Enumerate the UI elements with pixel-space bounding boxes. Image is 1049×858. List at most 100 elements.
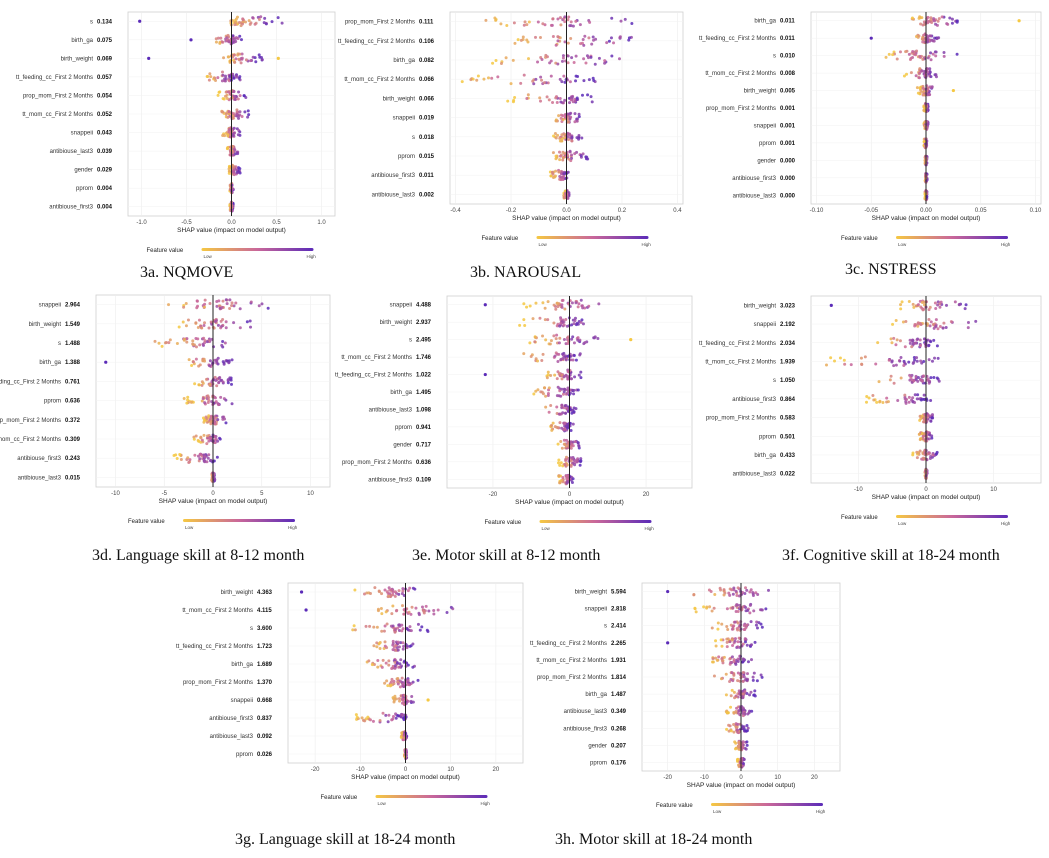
shap-point-3f-8-32 — [935, 450, 939, 454]
shap-point-3g-0-19 — [363, 592, 367, 596]
shap-point-3d-1-35 — [219, 324, 223, 328]
shap-point-3h-9-30 — [737, 747, 741, 751]
shap-point-3b-2-22 — [549, 59, 553, 63]
shap-point-3d-0-13 — [224, 298, 228, 302]
shap-point-3g-4-27 — [393, 664, 397, 668]
shap-point-3h-6-18 — [748, 693, 752, 697]
shap-point-3e-0-14 — [563, 307, 567, 311]
shap-point-3d-7-34 — [194, 434, 198, 438]
shap-point-3h-3-38 — [730, 638, 734, 642]
shap-point-3f-5-16 — [896, 399, 900, 403]
shap-point-3f-5-23 — [911, 400, 915, 404]
shap-point-3f-2-26 — [910, 345, 914, 349]
shap-point-3e-10-38 — [564, 474, 568, 478]
shap-point-3d-4-34 — [218, 376, 222, 380]
shap-point-3b-8-36 — [549, 174, 553, 178]
shap-point-3e-1-7 — [573, 319, 577, 323]
shap-point-3g-7-36 — [355, 715, 359, 719]
shap-point-3b-3-22 — [542, 81, 546, 85]
shap-point-3h-9-14 — [733, 747, 737, 751]
feature-importance-3g-9: 0.026 — [257, 752, 273, 758]
x-axis-label-3a: SHAP value (impact on model output) — [177, 227, 286, 234]
shap-point-3d-8-32 — [203, 460, 207, 464]
shap-point-3d-7-30 — [200, 438, 204, 442]
shap-point-3b-6-37 — [566, 135, 570, 139]
shap-point-3c-2-5 — [934, 54, 938, 58]
shap-point-3a-2-27 — [253, 56, 257, 60]
shap-point-3d-8-9 — [215, 455, 219, 459]
shap-point-3d-5-27 — [230, 402, 234, 406]
shap-point-3e-4-34 — [560, 377, 564, 381]
x-axis-label-3b: SHAP value (impact on model output) — [512, 215, 621, 222]
shap-point-3g-1-5 — [401, 604, 405, 608]
shap-point-3h-1-20 — [725, 607, 729, 611]
shap-point-3c-2-35 — [891, 53, 895, 57]
shap-point-3b-3-3 — [568, 80, 572, 84]
shap-point-3h-1-37 — [705, 606, 709, 610]
shap-point-3h-8-35 — [736, 722, 740, 726]
shap-point-3a-7-31 — [231, 153, 235, 157]
legend-title-3e: Feature value — [485, 520, 522, 526]
shap-point-3a-1-36 — [227, 40, 231, 44]
feature-label-3c-6: snappeii — [754, 123, 776, 129]
feature-importance-3a-6: 0.043 — [97, 131, 113, 137]
feature-label-3f-3: tt_mom_cc_First 2 Months — [705, 359, 776, 365]
shap-point-3g-4-21 — [393, 666, 397, 670]
shap-point-3f-2-30 — [927, 344, 931, 348]
shap-point-3h-2-11 — [749, 620, 753, 624]
shap-point-3a-3-25 — [220, 70, 224, 74]
shap-point-3a-2-13 — [240, 52, 244, 56]
shap-point-3b-0-26 — [494, 18, 498, 22]
shap-point-3b-3-39 — [469, 78, 473, 82]
shap-point-3e-1-27 — [538, 316, 542, 320]
shap-point-3h-6-14 — [737, 689, 741, 693]
shap-point-3h-6-36 — [730, 688, 734, 692]
feature-label-3h-10: pprom — [590, 760, 607, 766]
shap-point-3a-0-14 — [247, 19, 251, 23]
feature-label-3h-5: prop_mom_First 2 Months — [537, 675, 607, 681]
feature-importance-3h-7: 0.349 — [611, 709, 627, 715]
shap-point-3e-1-37 — [562, 323, 566, 327]
shap-point-3d-1-9 — [224, 326, 228, 330]
shap-point-3a-0-17 — [270, 20, 274, 24]
shap-point-3g-2-8 — [382, 629, 386, 633]
shap-point-3h-2-3 — [725, 624, 729, 628]
caption-3c: 3c. NSTRESS — [845, 261, 937, 278]
shap-point-3d-8-39 — [198, 452, 202, 456]
shap-point-3d-8-31 — [188, 458, 192, 462]
shap-point-3e-5-39 — [558, 389, 562, 393]
shap-point-3a-0-32 — [262, 21, 266, 25]
feature-importance-3b-8: 0.011 — [419, 173, 434, 179]
legend-high-3d: High — [288, 525, 298, 530]
shap-point-3d-7-25 — [205, 442, 209, 446]
shap-point-3b-4-34 — [559, 100, 563, 104]
shap-point-3h-8-4 — [745, 723, 749, 727]
shap-point-3b-1-9 — [627, 36, 631, 40]
shap-point-3f-6-34 — [923, 420, 927, 424]
shap-point-3b-3-21 — [509, 82, 513, 86]
shap-point-3f-1-22 — [894, 319, 898, 323]
shap-point-3b-1-31 — [590, 42, 594, 46]
shap-point-3b-5-36 — [559, 116, 563, 120]
shap-point-3c-3-29 — [925, 67, 929, 71]
shap-point-3d-2-3 — [223, 341, 227, 345]
shap-point-3g-1-39 — [380, 612, 384, 616]
shap-point-3f-4-37 — [927, 379, 931, 383]
shap-point-3e-5-34 — [546, 392, 550, 396]
shap-point-3f-3-30 — [930, 359, 934, 363]
shap-point-3e-1-14 — [555, 324, 559, 328]
shap-point-3g-1-22 — [410, 605, 414, 609]
shap-point-3e-9-36 — [557, 458, 561, 462]
shap-point-3h-3-13 — [736, 640, 740, 644]
shap-point-3g-1-35 — [427, 609, 431, 613]
shap-point-3b-9-38 — [563, 189, 567, 193]
shap-point-3f-3-22 — [902, 359, 906, 363]
shap-point-3h-2-29 — [755, 620, 759, 624]
feature-label-3e-8: gender — [393, 442, 412, 448]
shap-point-3h-5-2 — [746, 672, 750, 676]
shap-point-3a-4-28 — [221, 97, 225, 101]
shap-point-3a-1-15 — [216, 36, 220, 40]
shap-point-3e-3-18 — [572, 354, 576, 358]
shap-point-3f-3-17 — [892, 364, 896, 368]
shap-point-3a-4-14 — [236, 97, 240, 101]
